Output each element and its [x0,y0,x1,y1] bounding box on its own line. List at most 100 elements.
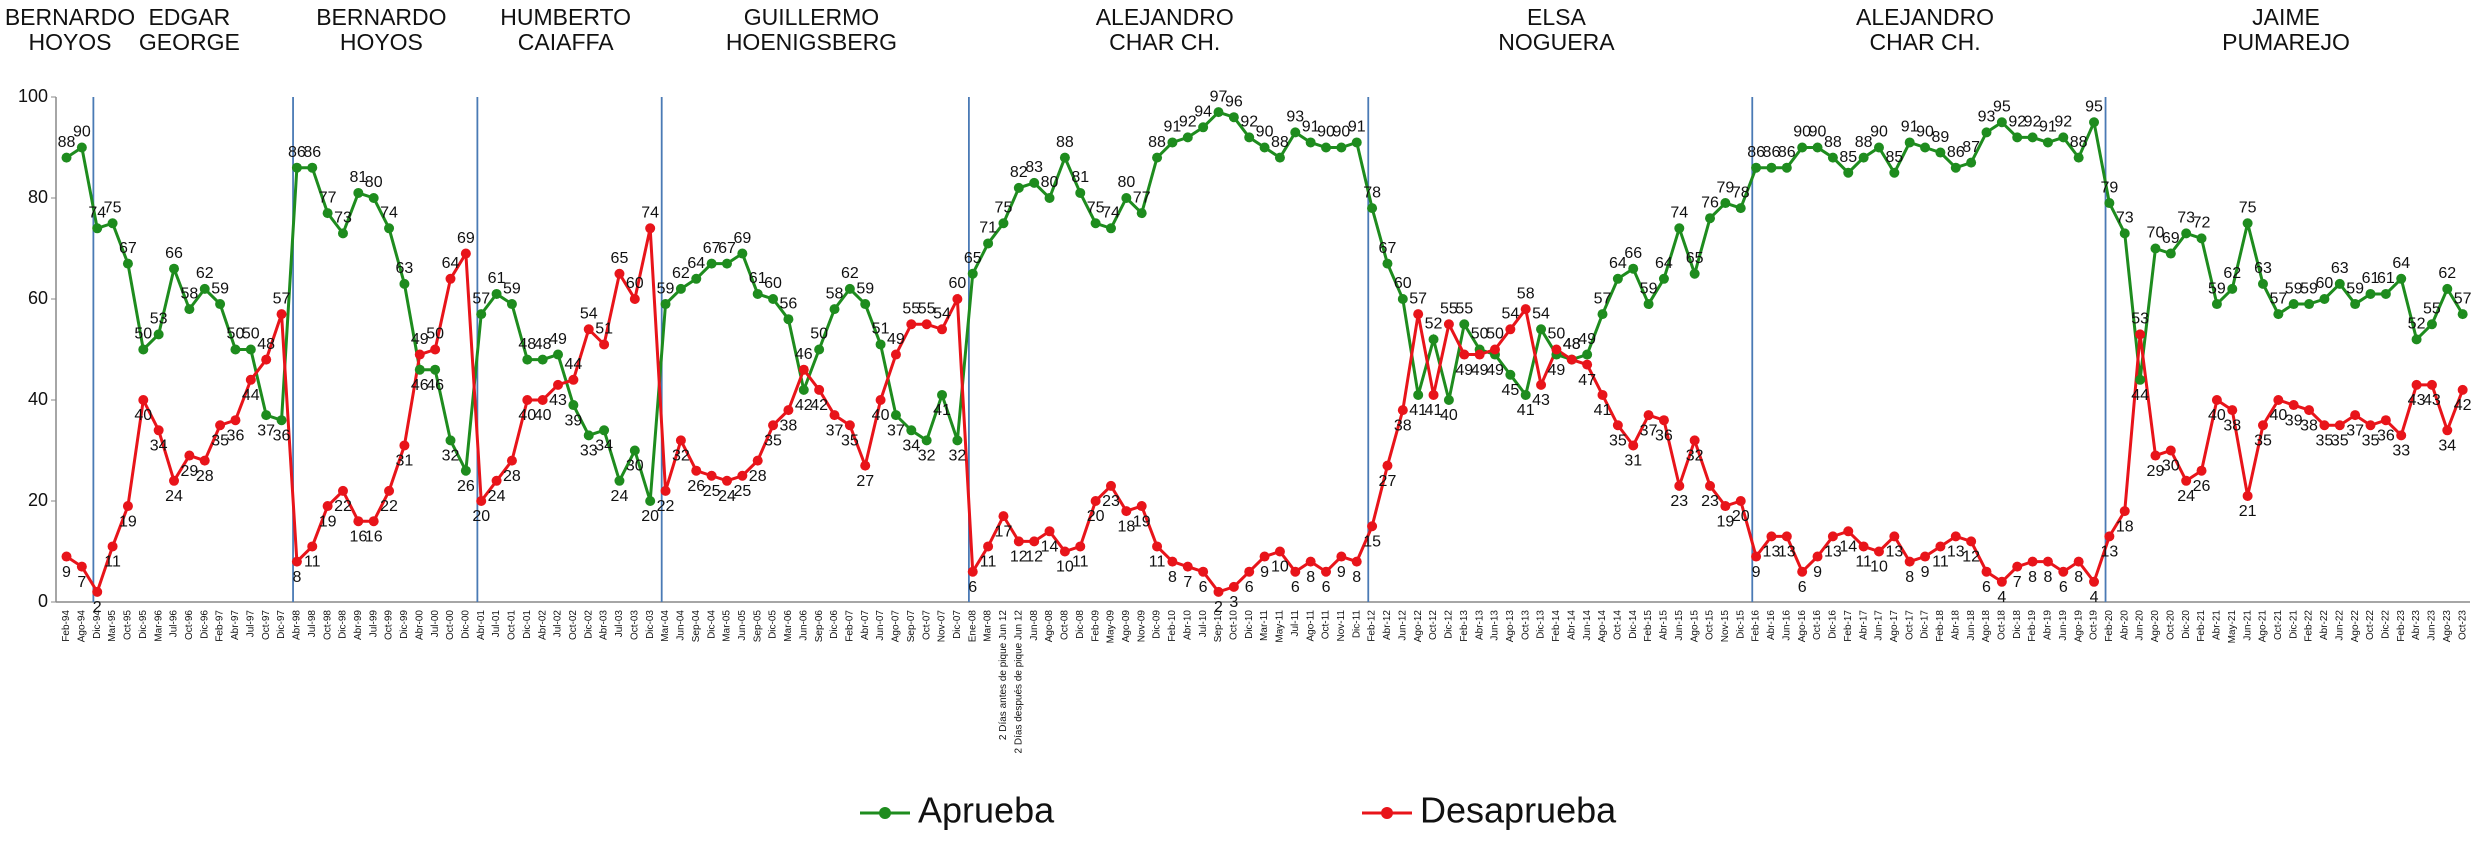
data-point [1336,142,1347,153]
data-label: 53 [150,311,168,328]
data-label: 10 [1271,559,1289,576]
data-point [1766,162,1777,173]
data-point [169,475,180,486]
data-point [1781,162,1792,173]
data-point [2181,475,2192,486]
data-point [952,294,963,304]
x-tick-label: Sep-06 [814,610,825,643]
data-label: 9 [1337,564,1346,581]
x-tick-label: Jun-06 [798,610,809,641]
data-label: 25 [733,483,751,500]
x-tick-label: Dic-09 [1152,610,1163,639]
x-tick-label: Feb-18 [1935,610,1946,642]
data-label: 59 [1640,280,1658,297]
x-tick-label: Oct-14 [1613,610,1624,640]
data-point [1873,142,1884,153]
data-point [983,238,994,249]
x-tick-label: Mar-05 [722,610,733,642]
x-tick-label: Abr-10 [1182,610,1193,640]
data-label: 7 [77,574,86,591]
governor-label: ELSA [1527,4,1586,30]
y-tick-label: 20 [28,490,48,510]
data-label: 24 [2177,488,2195,505]
data-point [1689,435,1700,446]
x-tick-label: Dic-03 [645,610,656,639]
data-point [2242,490,2253,501]
governor-label: NOGUERA [1498,29,1615,55]
data-point [2257,278,2268,289]
data-label: 34 [595,438,613,455]
x-tick-label: Mar-06 [783,610,794,642]
data-point [1643,299,1654,310]
data-point [2211,299,2222,310]
data-label: 46 [411,377,429,394]
data-point [906,319,917,330]
data-point [768,420,779,431]
data-point [1459,319,1470,330]
x-tick-label: Jul-00 [430,610,441,638]
data-label: 75 [995,199,1013,216]
x-tick-label: Oct-99 [384,610,395,640]
data-label: 92 [1179,114,1197,131]
data-point [537,395,548,405]
data-label: 91 [1302,119,1320,136]
x-tick-label: Feb-12 [1367,610,1378,642]
data-label: 16 [349,528,367,545]
data-point [368,516,379,527]
data-point [1274,546,1285,557]
data-label: 72 [2193,215,2211,232]
data-label: 45 [1501,382,1519,399]
data-point [1059,546,1070,557]
governor-label: ALEJANDRO [1096,4,1234,30]
data-label: 19 [119,513,137,530]
x-tick-label: Sep-04 [691,610,702,643]
data-label: 11 [1855,554,1872,571]
data-label: 49 [1471,362,1489,379]
data-label: 90 [1256,124,1274,141]
data-label: 22 [657,498,675,515]
data-point [629,445,640,456]
data-label: 76 [1701,194,1719,211]
data-point [1873,546,1884,557]
data-point [2442,425,2453,436]
governor-label: CHAR CH. [1869,29,1980,55]
data-point [2411,379,2422,390]
x-tick-label: Mar-96 [153,610,164,642]
data-point [1351,137,1362,148]
data-point [2227,405,2238,416]
x-tick-label: Mar-08 [983,610,994,642]
x-tick-label: Oct-22 [2365,610,2376,640]
legend-label: Desaprueba [1420,790,1617,831]
data-point [1305,137,1316,148]
data-label: 35 [211,432,229,449]
data-point [1797,566,1808,577]
data-label: 78 [1363,184,1381,201]
y-tick-label: 0 [38,591,48,611]
data-point [1259,142,1270,153]
data-label: 50 [1471,326,1489,343]
data-label: 62 [841,265,859,282]
x-tick-label: Oct-16 [1812,610,1823,640]
data-point [261,410,272,421]
data-point [1321,566,1332,577]
data-point [2119,506,2130,517]
data-point [1735,496,1746,506]
data-point [1904,556,1915,567]
data-point [1167,556,1178,567]
x-tick-label: Ago-08 [1044,610,1055,643]
data-label: 87 [1962,139,1980,156]
data-point [2058,566,2069,577]
x-tick-label: Oct-19 [2089,610,2100,640]
data-label: 81 [349,169,367,186]
data-label: 24 [611,488,629,505]
x-tick-label: Abr-17 [1858,610,1869,640]
data-point [737,248,748,259]
data-point [1075,187,1086,198]
x-tick-label: Abr-19 [2043,610,2054,640]
data-label: 55 [918,300,936,317]
data-label: 59 [211,280,229,297]
x-tick-label: Dic-99 [399,610,410,639]
data-point [2165,248,2176,259]
data-point [2196,233,2207,244]
x-tick-label: Dic-10 [1244,610,1255,639]
